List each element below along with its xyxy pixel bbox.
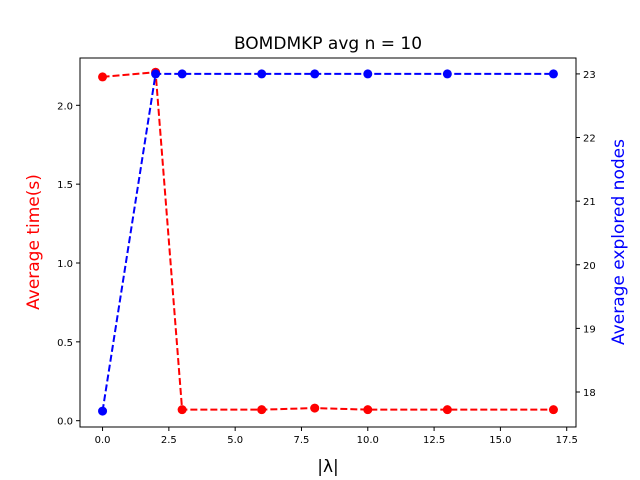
y-right-tick-label: 22	[583, 134, 596, 145]
series-right-line	[101, 72, 554, 412]
x-tick-label: 7.5	[294, 435, 310, 446]
series-right-point	[151, 69, 161, 79]
series-left-line	[102, 71, 554, 411]
series-right-point	[442, 69, 452, 79]
x-tick-label: 17.5	[556, 435, 578, 446]
y-left-tick-label: 1.5	[57, 180, 73, 191]
series-right-point	[98, 406, 108, 416]
x-tick-label: 0.0	[95, 435, 111, 446]
y-right-tick-label: 23	[583, 70, 596, 81]
x-tick-label: 5.0	[227, 435, 243, 446]
x-axis-label: |λ|	[317, 457, 339, 477]
x-axis-ticks: 0.0 2.5 5.0 7.5 10.0 12.5 15.0 17.5	[95, 427, 578, 446]
y-right-tick-label: 18	[583, 388, 596, 399]
series-right-point	[310, 69, 320, 79]
chart-title: BOMDMKP avg n = 10	[234, 34, 422, 54]
series-right-point	[177, 69, 187, 79]
series-right-point	[257, 69, 267, 79]
plot-border	[79, 57, 577, 428]
y-left-axis-label: Average time(s)	[24, 174, 44, 310]
x-tick-label: 2.5	[161, 435, 177, 446]
y-left-tick-label: 0.5	[57, 338, 73, 349]
y-right-tick-label: 20	[583, 261, 596, 272]
series-left-point	[98, 72, 108, 82]
plot-frame	[79, 57, 577, 428]
y-left-tick-label: 2.0	[57, 101, 73, 112]
series-left-point	[177, 405, 187, 415]
series-left-point	[442, 405, 452, 415]
y-right-tick-label: 21	[583, 197, 596, 208]
x-tick-label: 10.0	[357, 435, 379, 446]
series-left-point	[548, 405, 558, 415]
y-right-axis-label: Average explored nodes	[609, 139, 629, 345]
x-tick-label: 12.5	[423, 435, 445, 446]
series-left-point	[363, 405, 373, 415]
y-left-tick-label: 1.0	[57, 259, 73, 270]
y-right-axis-ticks: 18 19 20 21 22 23	[576, 70, 596, 399]
series-layer	[98, 67, 558, 416]
y-left-axis-ticks: 0.0 0.5 1.0 1.5 2.0	[57, 101, 80, 428]
y-left-tick-label: 0.0	[57, 417, 73, 428]
series-left-point	[257, 405, 267, 415]
x-tick-label: 15.0	[489, 435, 511, 446]
y-right-tick-label: 19	[583, 324, 596, 335]
series-right-point	[363, 69, 373, 79]
series-right-point	[548, 69, 558, 79]
series-left-point	[310, 403, 320, 413]
